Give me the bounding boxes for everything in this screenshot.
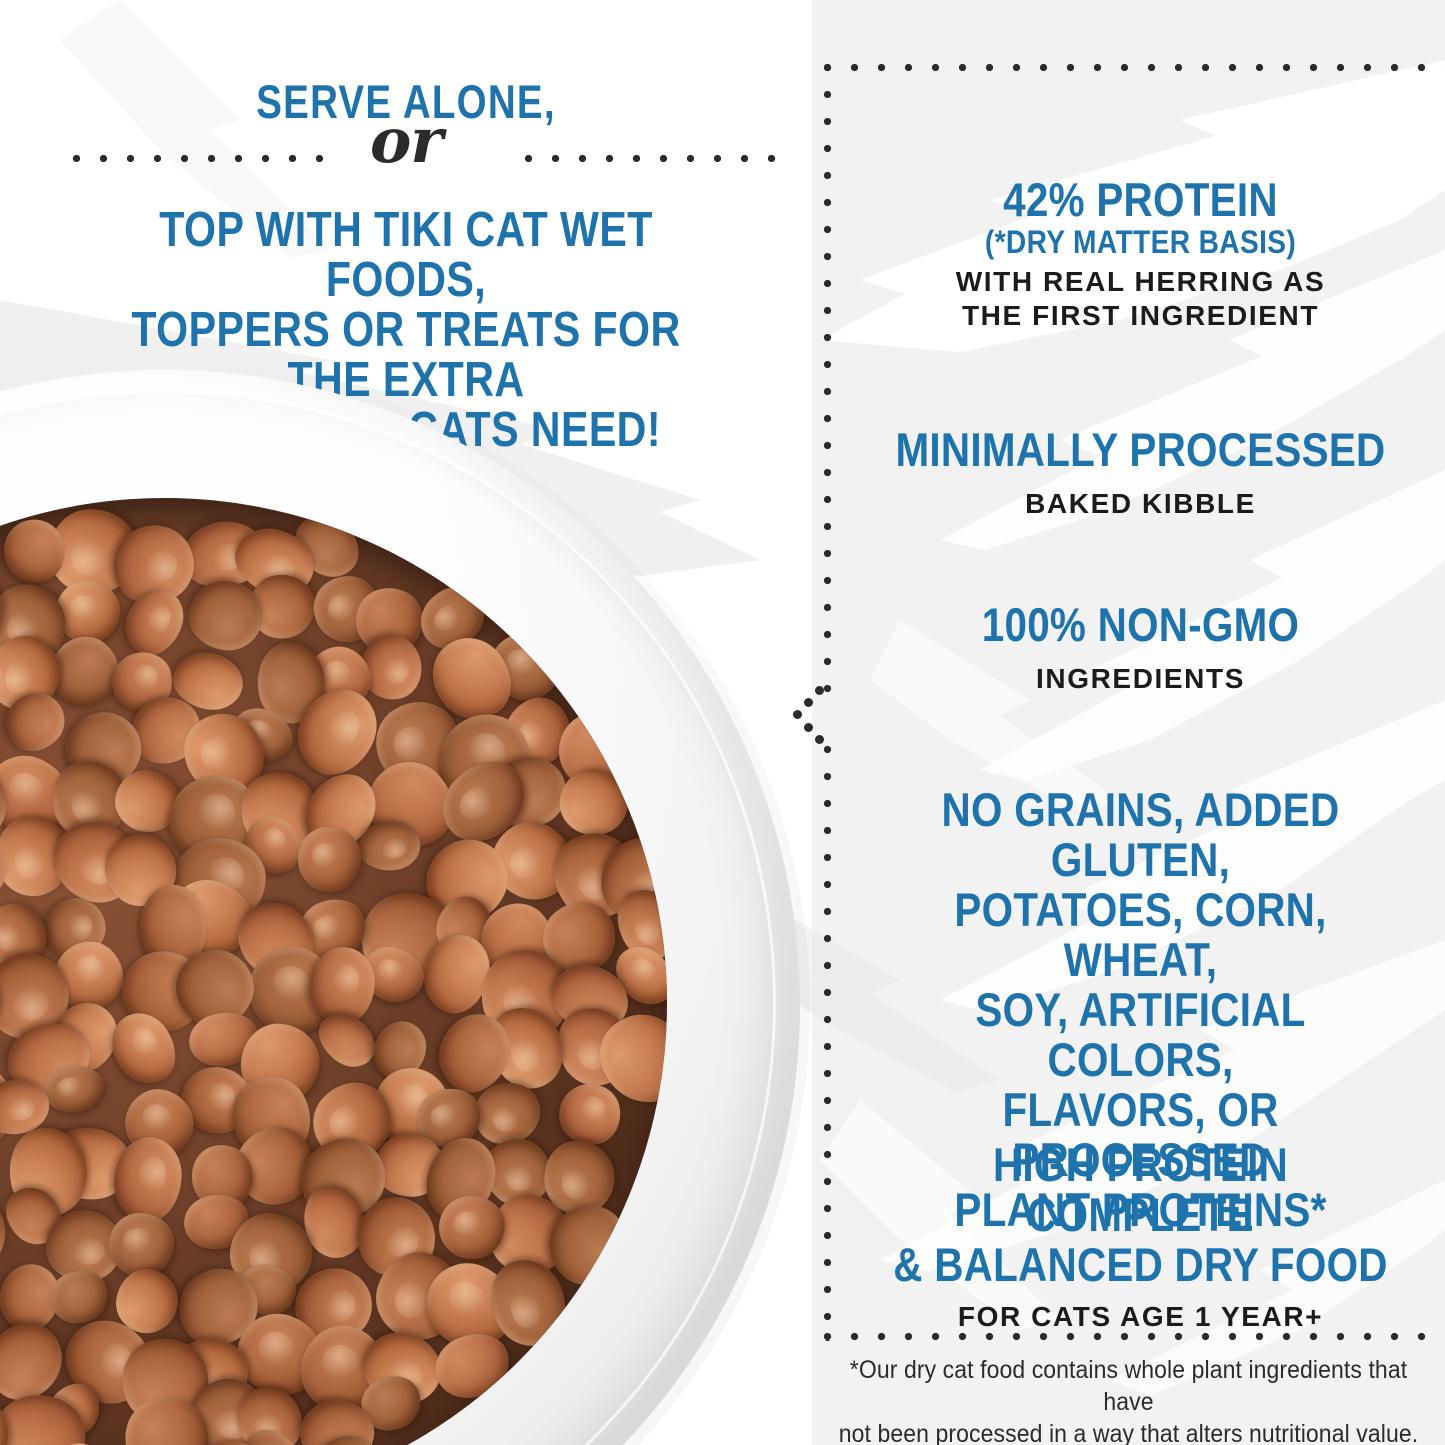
- feature-complete-balanced-detail: FOR CATS AGE 1 YEAR+: [957, 1301, 1324, 1332]
- feature-minimally-processed-headline: MINIMALLY PROCESSED: [895, 423, 1386, 476]
- feature-protein-detail-line1: WITH REAL HERRING AS: [955, 266, 1326, 297]
- feature-no-fillers-line3: SOY, ARTIFICIAL COLORS,: [975, 983, 1306, 1086]
- feature-no-fillers-line4: FLAVORS, OR PROCESSED: [1002, 1083, 1279, 1186]
- footnote-line1: *Our dry cat food contains whole plant i…: [849, 1356, 1408, 1416]
- dotted-line-bottom: [823, 1332, 1445, 1341]
- feature-complete-balanced-headline: HIGH PROTEIN COMPLETE & BALANCED DRY FOO…: [879, 1140, 1403, 1290]
- kibble-piece: [555, 1080, 624, 1149]
- feature-non-gmo-headline: 100% NON-GMO: [981, 598, 1300, 651]
- feature-protein-detail-line2: THE FIRST INGREDIENT: [961, 300, 1320, 331]
- feature-protein: 42% PROTEIN (*DRY MATTER BASIS) WITH REA…: [836, 175, 1445, 333]
- feature-no-fillers-headline: NO GRAINS, ADDED GLUTEN, POTATOES, CORN,…: [879, 785, 1403, 1235]
- feature-non-gmo-detail: INGREDIENTS: [1036, 663, 1245, 694]
- feature-complete-balanced-line1: HIGH PROTEIN COMPLETE: [992, 1138, 1289, 1241]
- feature-non-gmo: 100% NON-GMO INGREDIENTS: [836, 600, 1445, 696]
- kibble-pile: [0, 498, 667, 1445]
- bowl-interior: [0, 498, 667, 1445]
- dotted-line-left-upper: [823, 63, 832, 703]
- headline-line-3: TOPPERS OR TREATS FOR THE EXTRA: [131, 303, 681, 407]
- feature-minimally-processed: MINIMALLY PROCESSED BAKED KIBBLE: [836, 425, 1445, 521]
- feature-protein-subline-blue: (*DRY MATTER BASIS): [984, 224, 1297, 260]
- divider-dots-right: [524, 154, 790, 163]
- right-column-features: 42% PROTEIN (*DRY MATTER BASIS) WITH REA…: [836, 0, 1445, 1445]
- feature-no-fillers: NO GRAINS, ADDED GLUTEN, POTATOES, CORN,…: [836, 785, 1445, 1235]
- divider-dots-left: [72, 154, 342, 163]
- feature-no-fillers-line5: PLANT PROTEINS*: [954, 1183, 1327, 1236]
- dotted-line-left-lower: [823, 745, 832, 1341]
- feature-protein-detail: WITH REAL HERRING AS THE FIRST INGREDIEN…: [836, 265, 1445, 333]
- dotted-line-top: [823, 63, 1445, 72]
- headline-line-2: TOP WITH TIKI CAT WET FOODS,: [159, 203, 653, 307]
- headline-serve-alone: SERVE ALONE,: [256, 75, 556, 128]
- notch-dot: [815, 735, 824, 744]
- footnote-line2: not been processed in a way that alters …: [838, 1420, 1419, 1445]
- feature-complete-balanced-line2: & BALANCED DRY FOOD: [893, 1238, 1388, 1291]
- feature-minimally-processed-detail: BAKED KIBBLE: [1025, 488, 1256, 519]
- footnote: *Our dry cat food contains whole plant i…: [837, 1354, 1419, 1445]
- feature-complete-balanced: HIGH PROTEIN COMPLETE & BALANCED DRY FOO…: [836, 1140, 1445, 1334]
- kibble-piece: [296, 826, 362, 893]
- notch-dot: [815, 686, 824, 695]
- feature-no-fillers-line2: POTATOES, CORN, WHEAT,: [954, 883, 1327, 986]
- left-column: SERVE ALONE, or TOP WITH TIKI CAT WET FO…: [0, 0, 812, 1445]
- notch-dot: [804, 723, 813, 732]
- feature-protein-headline: 42% PROTEIN: [1003, 173, 1278, 226]
- notch-dot: [793, 710, 802, 719]
- conjunction-or: or: [369, 104, 443, 177]
- kibble-bowl-photo: [0, 370, 800, 1445]
- feature-no-fillers-line1: NO GRAINS, ADDED GLUTEN,: [941, 783, 1340, 886]
- notch-dot: [804, 698, 813, 707]
- kibble-piece: [426, 1323, 519, 1409]
